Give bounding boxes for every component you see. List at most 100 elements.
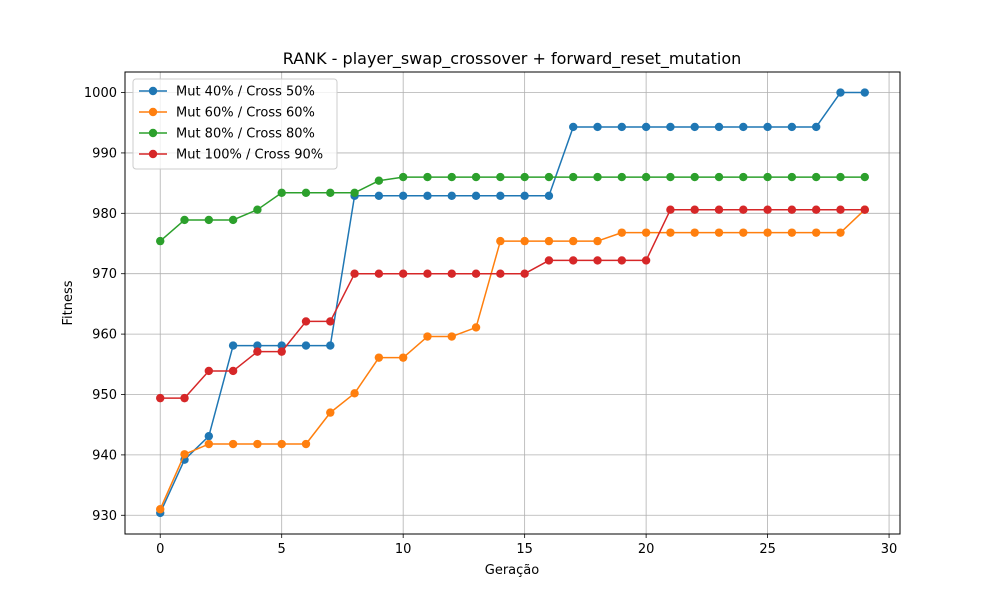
data-point xyxy=(228,366,238,376)
data-point xyxy=(787,205,797,214)
chart-title: RANK - player_swap_crossover + forward_r… xyxy=(283,49,742,69)
data-point xyxy=(496,172,505,182)
data-point xyxy=(544,256,554,265)
data-point xyxy=(277,439,286,449)
legend-label: Mut 80% / Cross 80% xyxy=(176,127,315,142)
y-tick-label: 1000 xyxy=(84,86,117,101)
y-axis-label: Fitness xyxy=(61,280,76,325)
data-point xyxy=(544,236,554,246)
series-group xyxy=(156,88,869,518)
x-tick-label: 15 xyxy=(516,542,533,557)
data-point xyxy=(811,205,821,214)
data-point xyxy=(277,341,286,350)
data-point xyxy=(253,347,262,356)
data-point xyxy=(156,393,165,403)
data-point xyxy=(641,228,651,237)
data-point xyxy=(204,439,214,449)
legend-marker xyxy=(148,128,158,138)
legend-label: Mut 60% / Cross 60% xyxy=(176,106,315,121)
legend-item: Mut 60% / Cross 60% xyxy=(139,106,315,121)
data-point xyxy=(398,353,408,362)
legend-item: Mut 100% / Cross 90% xyxy=(139,148,323,163)
data-point xyxy=(860,172,869,182)
data-point xyxy=(253,439,262,449)
legend-box xyxy=(132,78,338,170)
data-point xyxy=(641,122,651,132)
data-point xyxy=(228,215,238,225)
data-point xyxy=(423,269,432,278)
y-tick-label: 970 xyxy=(92,267,117,282)
series-1 xyxy=(156,88,869,518)
data-point xyxy=(471,323,481,332)
legend-label: Mut 40% / Cross 50% xyxy=(176,85,315,100)
data-point xyxy=(398,172,408,182)
data-point xyxy=(326,341,335,350)
data-point xyxy=(496,269,505,278)
data-point xyxy=(763,122,772,132)
data-point xyxy=(228,439,238,449)
data-point xyxy=(374,269,384,278)
data-point xyxy=(350,269,359,278)
data-point xyxy=(326,188,335,197)
data-point xyxy=(714,122,724,132)
legend-marker xyxy=(148,149,158,159)
data-point xyxy=(569,172,578,182)
series-3 xyxy=(156,172,869,246)
data-point xyxy=(836,228,845,237)
x-tick-label: 20 xyxy=(638,542,655,557)
data-point xyxy=(593,122,602,132)
data-point xyxy=(374,176,384,185)
data-point xyxy=(301,317,311,326)
data-point xyxy=(180,215,189,225)
legend-marker xyxy=(148,86,158,96)
data-point xyxy=(739,122,748,132)
x-tick-label: 5 xyxy=(278,542,286,557)
data-point xyxy=(787,172,797,182)
data-point xyxy=(350,389,359,398)
data-point xyxy=(544,191,554,201)
data-point xyxy=(228,341,238,350)
data-point xyxy=(471,172,481,182)
y-tick-label: 960 xyxy=(92,328,117,343)
data-point xyxy=(520,172,529,182)
data-point xyxy=(617,122,627,132)
data-point xyxy=(714,228,724,237)
data-point xyxy=(520,191,529,201)
data-point xyxy=(398,191,408,201)
data-point xyxy=(787,122,797,132)
data-point xyxy=(253,205,262,214)
legend-label: Mut 100% / Cross 90% xyxy=(176,148,323,163)
data-point xyxy=(666,172,675,182)
data-point xyxy=(690,122,699,132)
data-point xyxy=(569,256,578,265)
data-point xyxy=(836,88,845,97)
data-point xyxy=(544,172,554,182)
data-point xyxy=(204,431,214,441)
y-tick-label: 940 xyxy=(92,448,117,463)
data-point xyxy=(763,205,772,214)
data-point xyxy=(763,228,772,237)
x-tick-label: 30 xyxy=(881,542,898,557)
data-point xyxy=(447,269,456,278)
data-point xyxy=(180,450,189,459)
data-point xyxy=(811,228,821,237)
data-point xyxy=(423,332,432,341)
data-point xyxy=(301,341,311,350)
y-tick-label: 980 xyxy=(92,207,117,222)
data-point xyxy=(350,188,359,197)
data-point xyxy=(447,172,456,182)
data-point xyxy=(860,205,869,214)
data-point xyxy=(520,269,529,278)
data-point xyxy=(204,215,214,225)
data-point xyxy=(714,172,724,182)
data-point xyxy=(471,269,481,278)
data-point xyxy=(447,191,456,201)
data-point xyxy=(690,205,699,214)
grid-lines xyxy=(125,72,900,534)
data-point xyxy=(326,317,335,326)
data-point xyxy=(569,122,578,132)
y-tick-label: 950 xyxy=(92,388,117,403)
data-point xyxy=(690,228,699,237)
data-point xyxy=(326,408,335,417)
